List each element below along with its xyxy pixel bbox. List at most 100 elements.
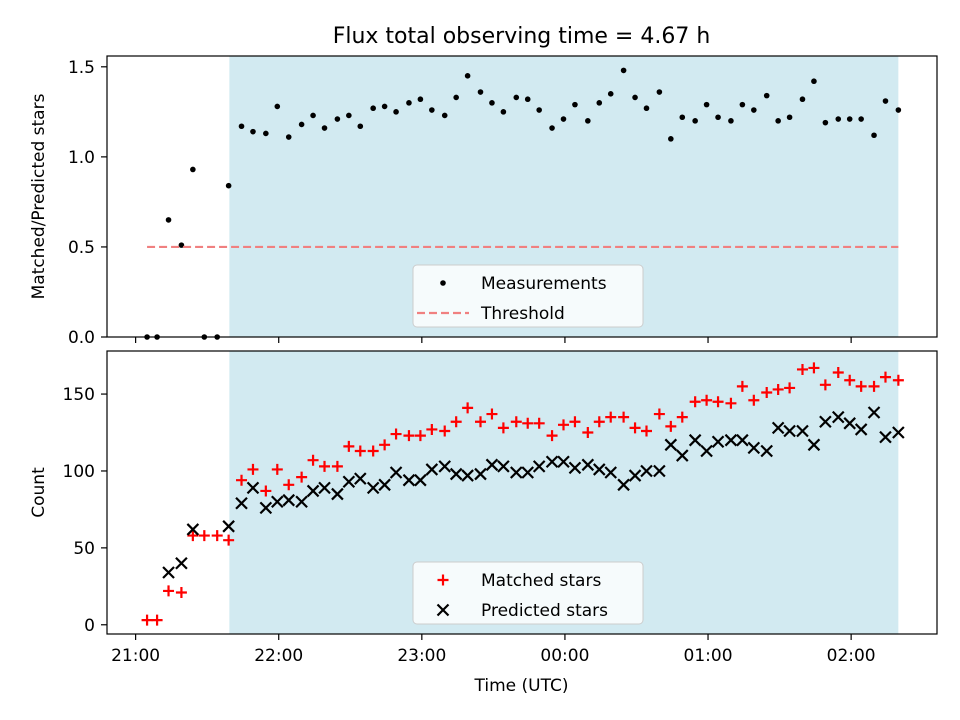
matched-stars-point — [533, 417, 545, 429]
legend-label: Threshold — [480, 304, 565, 324]
predicted-stars-point — [331, 487, 344, 501]
matched-stars-point — [379, 439, 391, 451]
predicted-stars-point — [402, 473, 416, 487]
measurement-point — [858, 116, 864, 122]
matched-stars-point — [605, 411, 617, 423]
matched-stars-point — [187, 530, 199, 542]
y-tick-label: 100 — [63, 462, 95, 482]
measurement-point — [513, 94, 520, 101]
legend: Measurements Threshold — [412, 264, 644, 328]
matched-stars-point — [223, 534, 235, 546]
predicted-stars-point — [461, 469, 474, 482]
matched-stars-point — [761, 387, 773, 399]
x-tick-label: 23:00 — [397, 646, 446, 666]
predicted-stars-point — [186, 523, 200, 536]
measurement-point — [453, 94, 459, 101]
legend-label: Measurements — [481, 274, 607, 294]
measurement-point — [811, 78, 817, 85]
matched-stars-point — [450, 416, 462, 428]
matched-stars-point — [260, 485, 272, 497]
predicted-stars-point — [807, 438, 821, 452]
matched-stars-point — [403, 430, 415, 442]
predicted-stars-point — [879, 430, 892, 444]
predicted-stars-point — [474, 467, 487, 481]
matched-stars-point — [569, 416, 581, 428]
measurement-point — [285, 134, 292, 140]
measurement-point — [298, 121, 305, 128]
measurement-point — [393, 109, 399, 115]
matched-stars-point — [486, 408, 498, 420]
bottom-panel-counts: 0 50 100 150 21:00 22:00 23:00 00:00 01:00 02:00 C… — [29, 350, 938, 666]
legend-marker-dot — [440, 280, 446, 286]
matched-stars-point — [497, 422, 509, 434]
measurement-point — [822, 119, 829, 126]
measurement-point — [346, 112, 352, 119]
measurement-point — [321, 125, 328, 131]
measurement-point — [632, 94, 638, 101]
measurement-point — [370, 105, 376, 112]
predicted-stars-point — [306, 484, 320, 498]
matched-stars-point — [414, 430, 426, 442]
series-matched-stars — [141, 362, 904, 626]
predicted-stars-point — [711, 435, 725, 449]
measurement-point — [739, 101, 746, 108]
chart-title: Flux total observing time = 4.67 h — [333, 24, 711, 49]
measurement-point — [274, 103, 281, 110]
predicted-stars-point — [640, 464, 653, 478]
measurement-point — [871, 132, 877, 139]
y-axis-label: Count — [29, 467, 49, 518]
predicted-stars-point — [438, 460, 452, 473]
predicted-stars-point — [581, 458, 595, 472]
measurement-point — [250, 128, 256, 135]
x-tick-label: 21:00 — [111, 646, 160, 666]
y-tick-label: 0.0 — [68, 328, 95, 348]
predicted-stars-point — [892, 426, 905, 439]
matched-stars-point — [236, 474, 248, 486]
top-panel-ratio: 0.0 0.5 1.0 1.5 Matched/Predicted stars Measu… — [29, 55, 938, 348]
predicted-stars-point — [819, 415, 832, 429]
predicted-stars-point — [760, 444, 773, 458]
measurement-point — [585, 118, 591, 124]
predicted-stars-point — [175, 556, 188, 570]
predicted-stars-point — [688, 433, 702, 447]
y-tick-label: 50 — [73, 539, 95, 559]
matched-stars-point — [701, 394, 713, 406]
x-tick-label: 01:00 — [684, 646, 733, 666]
measurement-point — [549, 125, 555, 131]
predicted-stars-point — [509, 466, 523, 479]
legend: Matched stars Predicted stars — [412, 561, 644, 625]
matched-stars-point — [307, 454, 319, 466]
predicted-stars-point — [700, 444, 713, 458]
matched-stars-point — [712, 396, 724, 408]
y-axis-label: Matched/Predicted stars — [29, 93, 49, 299]
matched-stars-point — [522, 417, 534, 429]
matched-stars-point — [808, 362, 820, 374]
matched-stars-point — [175, 586, 187, 598]
predicted-stars-point — [389, 466, 403, 479]
measurement-point — [560, 116, 567, 122]
matched-stars-point — [689, 396, 701, 408]
predicted-stars-point — [653, 464, 666, 478]
y-tick-label: 0 — [84, 616, 95, 636]
measurement-point — [489, 100, 495, 106]
predicted-stars-point — [747, 441, 761, 455]
measurement-point — [882, 98, 889, 104]
matched-stars-point — [832, 367, 844, 379]
legend-label: Matched stars — [481, 571, 601, 591]
predicted-stars-point — [318, 481, 331, 495]
matched-stars-point — [163, 585, 175, 597]
predicted-stars-point — [545, 455, 559, 469]
measurement-point — [835, 116, 842, 122]
predicted-stars-point — [259, 501, 273, 515]
measurement-point — [799, 96, 806, 103]
matched-stars-point — [582, 427, 594, 439]
measurement-point — [536, 107, 542, 113]
measurement-point — [786, 114, 793, 121]
matched-stars-point — [558, 419, 569, 431]
matched-stars-point — [439, 425, 451, 437]
predicted-stars-point — [354, 472, 367, 485]
matched-stars-point — [725, 397, 737, 409]
measurement-point — [500, 109, 507, 115]
matched-stars-point — [855, 380, 867, 392]
matched-stars-point — [390, 428, 402, 440]
